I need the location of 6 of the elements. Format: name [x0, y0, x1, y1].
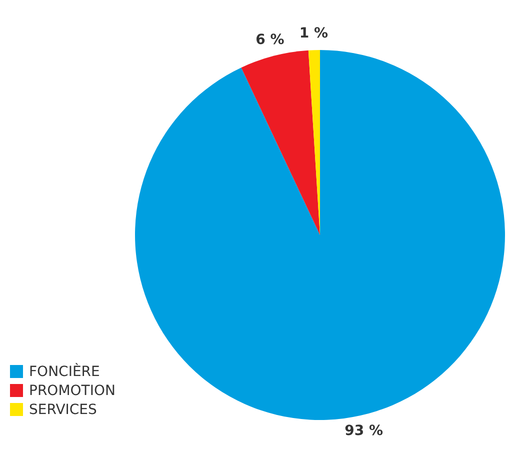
data-label: 93 % — [344, 422, 384, 439]
data-label: 1 % — [299, 26, 328, 42]
data-label: 6 % — [256, 32, 284, 48]
legend-label: SERVICES — [29, 402, 97, 418]
legend-label: FONCIÈRE — [29, 364, 100, 380]
legend-label: PROMOTION — [29, 382, 116, 398]
